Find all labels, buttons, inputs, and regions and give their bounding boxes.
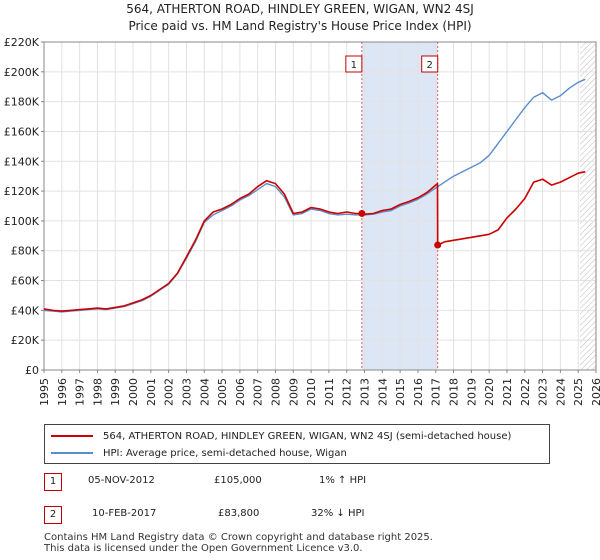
y-tick-label: £40K: [11, 304, 40, 317]
legend-label-property: 564, ATHERTON ROAD, HINDLEY GREEN, WIGAN…: [103, 430, 512, 442]
sale-marker-box: [345, 55, 363, 73]
transaction-number: 1: [44, 473, 62, 491]
x-tick-label: 2006: [234, 378, 247, 406]
sale-marker-box: [421, 55, 439, 73]
x-tick-label: 2005: [216, 378, 229, 406]
plot-frame: [43, 41, 597, 371]
x-tick-label: 2010: [305, 378, 318, 406]
x-tick-label: 2025: [572, 378, 585, 406]
y-tick-label: £220K: [4, 36, 40, 49]
chart-subtitle: Price paid vs. HM Land Registry's House …: [128, 19, 472, 33]
x-tick-label: 2021: [501, 378, 514, 406]
y-tick-label: £200K: [4, 66, 40, 79]
x-tick-label: 2011: [323, 378, 336, 406]
x-tick-label: 2003: [180, 378, 193, 406]
x-tick-label: 2001: [145, 378, 158, 406]
x-tick-label: 2026: [590, 378, 600, 406]
x-tick-label: 2015: [394, 378, 407, 406]
x-tick-label: 2008: [269, 378, 282, 406]
x-tick-label: 1997: [74, 378, 87, 406]
property-price-line: [43, 170, 586, 312]
transaction-price: £83,800: [218, 508, 260, 519]
chart-title: 564, ATHERTON ROAD, HINDLEY GREEN, WIGAN…: [126, 2, 474, 16]
legend-item-property: 564, ATHERTON ROAD, HINDLEY GREEN, WIGAN…: [51, 429, 511, 443]
x-tick-label: 2023: [537, 378, 550, 406]
legend: 564, ATHERTON ROAD, HINDLEY GREEN, WIGAN…: [44, 424, 550, 464]
x-tick-label: 1999: [109, 378, 122, 406]
sale-marker-label: 1: [351, 60, 357, 71]
x-tick-label: 2016: [412, 378, 425, 406]
y-tick-label: £60K: [11, 275, 40, 288]
y-tick-label: £160K: [4, 125, 40, 138]
transaction-hpi-diff: 1% ↑ HPI: [319, 475, 367, 486]
x-tick-label: 2018: [448, 378, 461, 406]
plot-area: [44, 42, 596, 370]
sale-point: [358, 209, 366, 217]
y-tick-label: £120K: [4, 185, 40, 198]
x-tick-label: 2022: [519, 378, 532, 406]
x-tick-label: 2000: [127, 378, 140, 406]
y-tick-label: £100K: [4, 215, 40, 228]
transaction-date: 05-NOV-2012: [88, 475, 155, 486]
transaction-hpi-diff: 32% ↓ HPI: [311, 508, 365, 519]
x-tick-label: 2014: [376, 378, 389, 406]
x-tick-label: 2007: [252, 378, 265, 406]
x-tick-label: 2004: [198, 378, 211, 406]
x-tick-label: 2020: [483, 378, 496, 406]
y-tick-label: £20K: [11, 334, 40, 347]
x-tick-label: 2017: [430, 378, 443, 406]
forecast-hatch: [579, 42, 596, 370]
y-tick-label: £0: [25, 364, 39, 377]
footer-licence: This data is licensed under the Open Gov…: [44, 543, 363, 554]
x-tick-label: 2024: [554, 378, 567, 406]
y-tick-label: £180K: [4, 96, 40, 109]
x-tick-label: 2002: [163, 378, 176, 406]
x-tick-label: 1998: [91, 378, 104, 406]
sale-point: [434, 241, 442, 249]
legend-item-hpi: HPI: Average price, semi-detached house,…: [51, 446, 347, 460]
legend-label-hpi: HPI: Average price, semi-detached house,…: [103, 447, 347, 459]
footer-copyright: Contains HM Land Registry data © Crown c…: [44, 532, 433, 543]
legend-swatch-hpi: [51, 452, 93, 454]
transaction-price: £105,000: [214, 475, 262, 486]
sale-marker-label: 2: [427, 60, 433, 71]
x-tick-label: 2009: [287, 378, 300, 406]
y-tick-label: £140K: [4, 155, 40, 168]
x-tick-label: 2013: [359, 378, 372, 406]
x-tick-label: 1996: [56, 378, 69, 406]
x-tick-label: 2019: [465, 378, 478, 406]
y-tick-label: £80K: [11, 245, 40, 258]
x-tick-label: 2012: [341, 378, 354, 406]
legend-swatch-property: [51, 435, 93, 437]
price-chart: 1 2 £0 £20K £40K £60K £80K £100K £120K £140K £160K…: [4, 36, 600, 406]
transaction-date: 10-FEB-2017: [92, 508, 157, 519]
transaction-number: 2: [44, 506, 62, 524]
x-tick-label: 1995: [38, 378, 51, 406]
